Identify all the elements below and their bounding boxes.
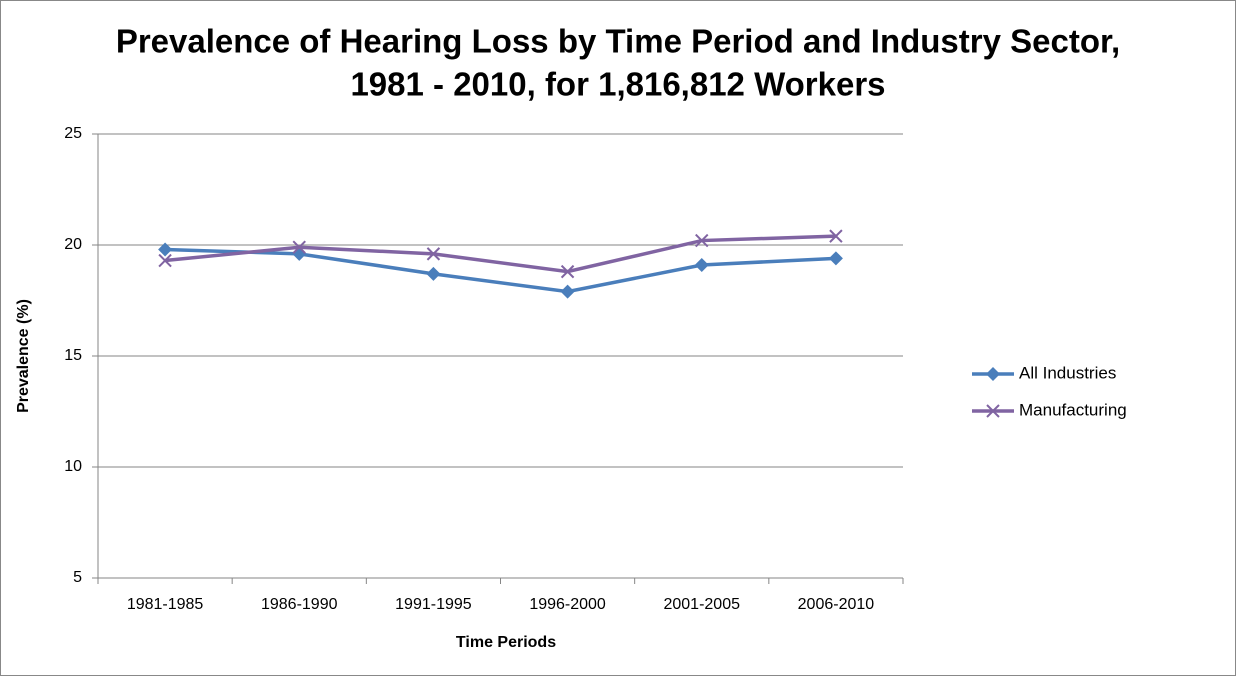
x-axis-title: Time Periods	[456, 634, 556, 651]
point	[158, 242, 173, 257]
point	[695, 233, 709, 248]
x-tick-label: 1991-1995	[395, 596, 472, 613]
point	[829, 229, 843, 243]
point	[158, 253, 172, 268]
point	[828, 251, 843, 266]
point	[560, 264, 575, 279]
point	[986, 367, 1000, 381]
series-line	[164, 234, 836, 274]
point	[986, 404, 1000, 418]
x-tick-label: 1986-1990	[261, 596, 338, 613]
x-tick-label: 2001-2005	[663, 596, 740, 613]
legend-label: All Industries	[1019, 363, 1116, 382]
x-tick-label: 2006-2010	[798, 596, 875, 613]
y-tick-label: 15	[64, 347, 82, 364]
series-line	[165, 247, 837, 294]
y-tick-label: 25	[64, 125, 82, 142]
point	[694, 257, 709, 272]
y-tick-label: 10	[64, 458, 82, 475]
y-tick-label: 20	[64, 236, 82, 253]
chart-title: 1981 - 2010, for 1,816,812 Workers	[350, 66, 885, 103]
point	[426, 266, 441, 281]
y-tick-label: 5	[73, 569, 82, 586]
chart-title: Prevalence of Hearing Loss by Time Perio…	[116, 23, 1120, 60]
point	[560, 284, 575, 299]
x-tick-label: 1981-1985	[127, 596, 204, 613]
point	[426, 247, 441, 261]
y-axis-title: Prevalence (%)	[15, 299, 32, 413]
point	[292, 240, 306, 254]
legend-label: Manufacturing	[1019, 400, 1127, 419]
x-tick-label: 1996-2000	[529, 596, 606, 613]
